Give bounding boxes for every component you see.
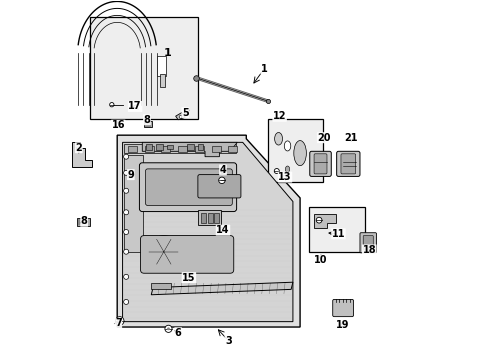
- Circle shape: [123, 229, 128, 234]
- Text: 16: 16: [111, 120, 125, 130]
- Polygon shape: [314, 214, 335, 228]
- Polygon shape: [175, 113, 185, 120]
- Ellipse shape: [284, 141, 290, 151]
- Polygon shape: [142, 142, 237, 157]
- Bar: [228, 146, 237, 152]
- FancyBboxPatch shape: [77, 218, 89, 226]
- Circle shape: [123, 154, 128, 159]
- FancyBboxPatch shape: [332, 300, 353, 317]
- Text: 8: 8: [81, 216, 87, 226]
- Bar: [211, 146, 220, 152]
- Text: 9: 9: [127, 170, 134, 180]
- FancyBboxPatch shape: [198, 175, 241, 198]
- Text: 10: 10: [313, 255, 327, 265]
- FancyBboxPatch shape: [160, 74, 164, 87]
- Text: 7: 7: [115, 319, 122, 328]
- Polygon shape: [151, 282, 292, 295]
- Text: 17: 17: [128, 102, 142, 112]
- Text: 8: 8: [143, 115, 150, 125]
- Bar: [123, 155, 143, 252]
- Ellipse shape: [274, 132, 282, 145]
- Polygon shape: [72, 142, 92, 167]
- Text: 15: 15: [182, 273, 195, 283]
- Circle shape: [123, 249, 128, 254]
- Circle shape: [123, 300, 128, 305]
- Circle shape: [123, 170, 128, 175]
- Text: 1: 1: [260, 64, 267, 74]
- FancyBboxPatch shape: [308, 207, 364, 252]
- FancyBboxPatch shape: [267, 119, 323, 182]
- Text: 20: 20: [317, 133, 330, 143]
- FancyBboxPatch shape: [309, 151, 330, 176]
- Bar: [178, 146, 187, 152]
- Text: 21: 21: [344, 133, 357, 143]
- Circle shape: [123, 274, 128, 279]
- Circle shape: [316, 217, 321, 223]
- Circle shape: [123, 210, 128, 215]
- FancyBboxPatch shape: [359, 233, 376, 253]
- Text: 14: 14: [216, 225, 229, 235]
- Bar: [124, 144, 235, 153]
- Bar: [145, 144, 152, 150]
- Circle shape: [164, 325, 172, 332]
- Circle shape: [218, 177, 224, 184]
- Circle shape: [109, 103, 114, 107]
- Ellipse shape: [285, 166, 289, 172]
- Ellipse shape: [293, 140, 306, 166]
- Circle shape: [274, 168, 279, 174]
- FancyBboxPatch shape: [145, 169, 232, 206]
- FancyBboxPatch shape: [363, 235, 372, 250]
- FancyBboxPatch shape: [156, 56, 165, 76]
- Bar: [198, 211, 221, 225]
- Bar: [128, 146, 137, 152]
- Text: 6: 6: [174, 328, 181, 338]
- Text: 11: 11: [331, 229, 345, 239]
- FancyBboxPatch shape: [313, 154, 326, 174]
- Bar: [201, 213, 205, 223]
- Text: 18: 18: [362, 245, 375, 255]
- Bar: [151, 283, 171, 289]
- Circle shape: [115, 317, 124, 325]
- Bar: [155, 144, 163, 150]
- Circle shape: [123, 188, 128, 193]
- Circle shape: [167, 327, 169, 330]
- FancyBboxPatch shape: [336, 151, 359, 176]
- FancyBboxPatch shape: [340, 154, 355, 174]
- Bar: [207, 213, 212, 223]
- Text: 5: 5: [182, 108, 188, 118]
- Bar: [167, 145, 172, 149]
- FancyBboxPatch shape: [144, 121, 152, 127]
- Text: 4: 4: [219, 165, 226, 175]
- Bar: [195, 146, 203, 152]
- Bar: [161, 146, 170, 152]
- Text: 13: 13: [278, 172, 291, 182]
- FancyBboxPatch shape: [90, 17, 198, 119]
- Text: 12: 12: [272, 111, 286, 121]
- Circle shape: [179, 116, 182, 118]
- Text: 3: 3: [224, 336, 231, 346]
- Text: 2: 2: [75, 143, 82, 153]
- FancyBboxPatch shape: [140, 235, 233, 273]
- Bar: [187, 144, 194, 150]
- Bar: [198, 144, 203, 150]
- Polygon shape: [117, 135, 300, 327]
- Text: 1: 1: [163, 48, 171, 58]
- Text: 19: 19: [336, 320, 349, 329]
- Bar: [144, 146, 153, 152]
- Circle shape: [117, 319, 122, 323]
- Polygon shape: [122, 142, 292, 321]
- FancyBboxPatch shape: [139, 163, 236, 212]
- Bar: [214, 213, 219, 223]
